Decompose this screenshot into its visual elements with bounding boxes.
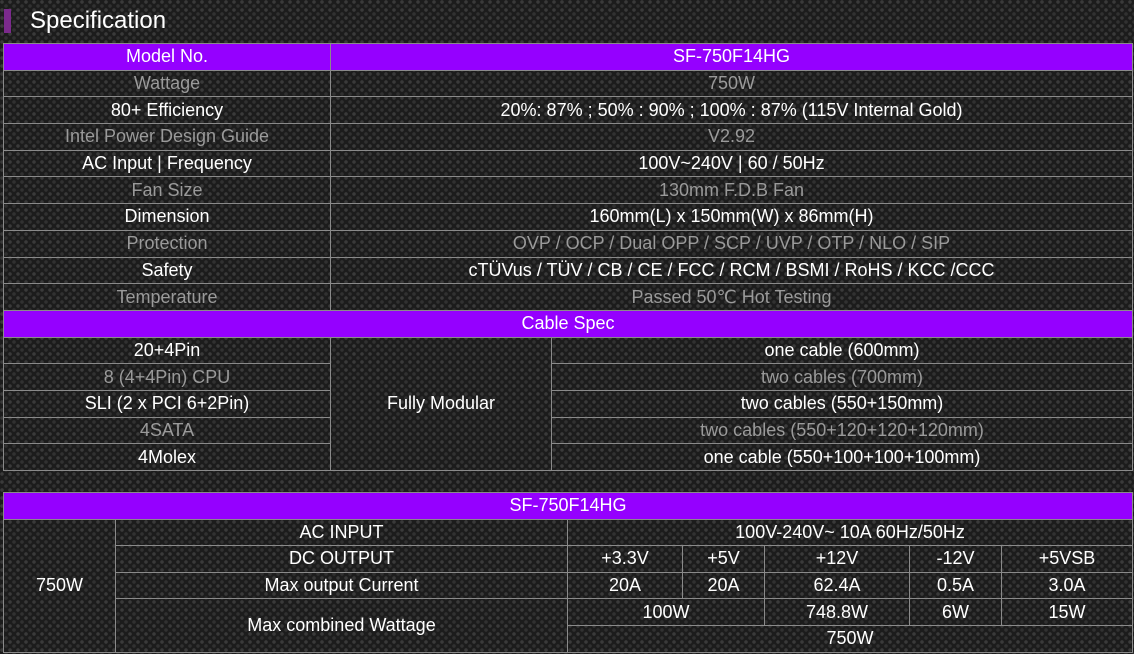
rail-label: +12V (764, 545, 910, 573)
cable-detail: two cables (550+120+120+120mm) (550, 416, 1134, 445)
rail-current: 20A (682, 571, 765, 600)
max-current-row: Max output Current 20A 20A 62.4A 0.5A 3.… (4, 571, 1134, 600)
ac-input-row: 750W AC INPUT 100V-240V~ 10A 60Hz/50Hz (3, 518, 1134, 653)
rail-current: 62.4A (764, 571, 910, 600)
spec-value: Passed 50℃ Hot Testing (329, 283, 1134, 311)
rail-label: +5V (682, 545, 765, 573)
spec-row: Fan Size 130mm F.D.B Fan (3, 176, 1134, 205)
section-heading: Specification (0, 0, 1134, 40)
spec-value: 100V~240V | 60 / 50Hz (329, 149, 1134, 178)
spec-label: 80+ Efficiency (3, 96, 331, 125)
combined-n12: 6W (909, 598, 1002, 626)
spec-value: 130mm F.D.B Fan (329, 176, 1134, 205)
spec-row: AC Input | Frequency 100V~240V | 60 / 50… (3, 149, 1134, 178)
spec-value: OVP / OCP / Dual OPP / SCP / UVP / OTP /… (329, 229, 1134, 258)
spec-row: Dimension 160mm(L) x 150mm(W) x 86mm(H) (3, 203, 1134, 231)
model-label: Model No. (3, 43, 331, 71)
combined-33-5: 100W (567, 598, 765, 626)
combined-wattage-label: Max combined Wattage (115, 598, 568, 653)
model-value: SF-750F14HG (329, 43, 1134, 71)
power-wattage: 750W (3, 518, 116, 653)
spec-value: 160mm(L) x 150mm(W) x 86mm(H) (329, 203, 1134, 231)
spec-value: V2.92 (329, 123, 1134, 151)
spec-label: Protection (3, 229, 331, 258)
combined-5vsb: 15W (1000, 598, 1134, 626)
spec-value: 750W (329, 69, 1134, 98)
cable-detail: one cable (600mm) (550, 336, 1134, 365)
spec-value: 20%: 87% ; 50% : 90% ; 100% : 87% (115V … (329, 96, 1134, 125)
spec-label: Safety (3, 256, 331, 285)
combined-total: 750W (566, 624, 1134, 653)
cable-connector: SLI (2 x PCI 6+2Pin) (3, 389, 331, 418)
spec-label: Intel Power Design Guide (3, 123, 331, 151)
section-title: Specification (30, 7, 167, 34)
rail-current: 3.0A (1000, 571, 1134, 600)
dc-output-label: DC OUTPUT (115, 545, 568, 573)
cable-row: 4Molex one cable (550+100+100+100mm) (3, 443, 1134, 471)
cable-spec-header-row: Cable Spec (2, 309, 1134, 338)
rail-label: +3.3V (567, 545, 683, 573)
spec-row: Intel Power Design Guide V2.92 (3, 123, 1134, 151)
cable-spec-header: Cable Spec (2, 309, 1134, 338)
spec-row-model: Model No. SF-750F14HG (3, 43, 1134, 71)
cable-row: 20+4Pin Fully Modular one cable (600mm) (3, 336, 1134, 472)
power-header-row: SF-750F14HG (2, 492, 1134, 520)
spec-label: Fan Size (3, 176, 331, 205)
cable-row: 4SATA two cables (550+120+120+120mm) (3, 416, 1134, 445)
power-table: SF-750F14HG 750W AC INPUT 100V-240V~ 10A… (2, 492, 1134, 653)
spec-label: Dimension (3, 203, 331, 231)
cable-row: 8 (4+4Pin) CPU two cables (700mm) (3, 363, 1134, 391)
dc-output-row: DC OUTPUT +3.3V +5V +12V -12V +5VSB (4, 545, 1134, 573)
spec-table: Model No. SF-750F14HG Wattage 750W 80+ E… (2, 43, 1134, 472)
cable-detail: two cables (550+150mm) (550, 389, 1134, 418)
cable-detail: one cable (550+100+100+100mm) (550, 443, 1134, 471)
ac-input-value: 100V-240V~ 10A 60Hz/50Hz (566, 518, 1134, 547)
ac-input-label: AC INPUT (115, 518, 568, 547)
cable-connector: 4SATA (3, 416, 331, 445)
rail-current: 0.5A (909, 571, 1002, 600)
spec-row: Protection OVP / OCP / Dual OPP / SCP / … (3, 229, 1134, 258)
spec-label: Wattage (3, 69, 331, 98)
spec-row: Safety cTÜVus / TÜV / CB / CE / FCC / RC… (3, 256, 1134, 285)
cable-connector: 4Molex (3, 443, 331, 471)
max-current-label: Max output Current (115, 571, 568, 600)
heading-accent-bar (4, 9, 11, 33)
spec-row: Temperature Passed 50℃ Hot Testing (3, 283, 1134, 311)
cable-connector: 8 (4+4Pin) CPU (3, 363, 331, 391)
spec-value: cTÜVus / TÜV / CB / CE / FCC / RCM / BSM… (329, 256, 1134, 285)
power-model-header: SF-750F14HG (2, 492, 1134, 520)
rail-label: +5VSB (1000, 545, 1134, 573)
cable-row: SLI (2 x PCI 6+2Pin) two cables (550+150… (3, 389, 1134, 418)
combined-12: 748.8W (764, 598, 910, 626)
modular-type: Fully Modular (330, 336, 552, 472)
combined-wattage-row: Max combined Wattage 100W 748.8W 6W 15W (4, 598, 1134, 653)
rail-current: 20A (567, 571, 683, 600)
combined-total-row: 750W (4, 624, 1134, 653)
spec-label: Temperature (3, 283, 331, 311)
cable-detail: two cables (700mm) (550, 363, 1134, 391)
rail-label: -12V (909, 545, 1002, 573)
spec-row: 80+ Efficiency 20%: 87% ; 50% : 90% ; 10… (3, 96, 1134, 125)
spec-row: Wattage 750W (3, 69, 1134, 98)
spec-label: AC Input | Frequency (3, 149, 331, 178)
cable-connector: 20+4Pin (3, 336, 331, 365)
